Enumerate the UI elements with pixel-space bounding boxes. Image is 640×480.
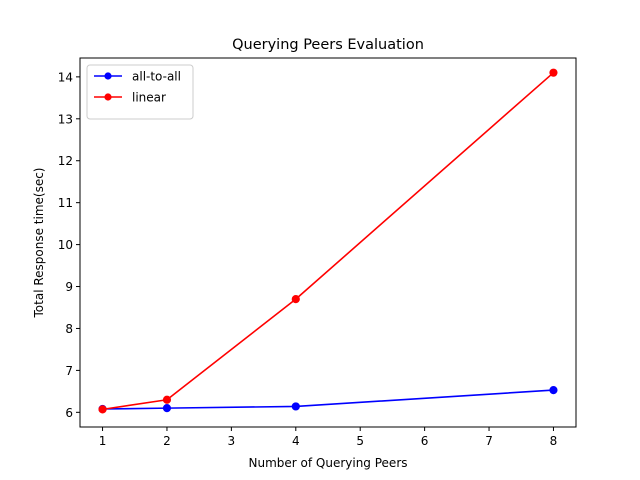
x-tick-label: 7 bbox=[485, 434, 493, 448]
y-tick-label: 10 bbox=[58, 238, 73, 252]
x-axis-label: Number of Querying Peers bbox=[249, 456, 408, 470]
legend-box bbox=[86, 64, 194, 120]
x-tick-label: 2 bbox=[163, 434, 171, 448]
data-point bbox=[549, 386, 558, 395]
data-point bbox=[291, 295, 300, 304]
y-tick-label: 9 bbox=[65, 280, 73, 294]
series-line bbox=[102, 389, 554, 410]
data-point bbox=[291, 402, 300, 411]
legend: all-to-all linear bbox=[86, 64, 194, 120]
legend-label: linear bbox=[132, 91, 166, 105]
legend-label: all-to-all bbox=[132, 70, 181, 84]
axes-frame bbox=[79, 57, 577, 428]
data-point bbox=[98, 405, 107, 414]
x-tick-label: 5 bbox=[356, 434, 364, 448]
x-tick-label: 8 bbox=[550, 434, 558, 448]
y-tick-label: 14 bbox=[58, 70, 73, 84]
y-tick-label: 8 bbox=[65, 322, 73, 336]
x-tick-label: 4 bbox=[292, 434, 300, 448]
data-point bbox=[549, 68, 558, 77]
data-point bbox=[162, 395, 172, 404]
series-line bbox=[102, 72, 554, 411]
x-tick-label: 1 bbox=[99, 434, 107, 448]
y-tick-label: 11 bbox=[58, 196, 73, 210]
chart-title: Querying Peers Evaluation bbox=[232, 37, 424, 53]
y-axis-label: Total Response time(sec) bbox=[32, 168, 46, 319]
y-tick-label: 12 bbox=[58, 154, 73, 168]
legend-marker bbox=[104, 93, 112, 101]
legend-marker bbox=[104, 72, 112, 80]
y-tick-label: 13 bbox=[58, 112, 73, 126]
plot-area bbox=[98, 68, 558, 414]
x-tick-label: 3 bbox=[228, 434, 236, 448]
x-tick-label: 6 bbox=[421, 434, 429, 448]
y-tick-label: 6 bbox=[65, 406, 73, 420]
y-tick-label: 7 bbox=[65, 364, 73, 378]
data-point bbox=[162, 404, 172, 413]
